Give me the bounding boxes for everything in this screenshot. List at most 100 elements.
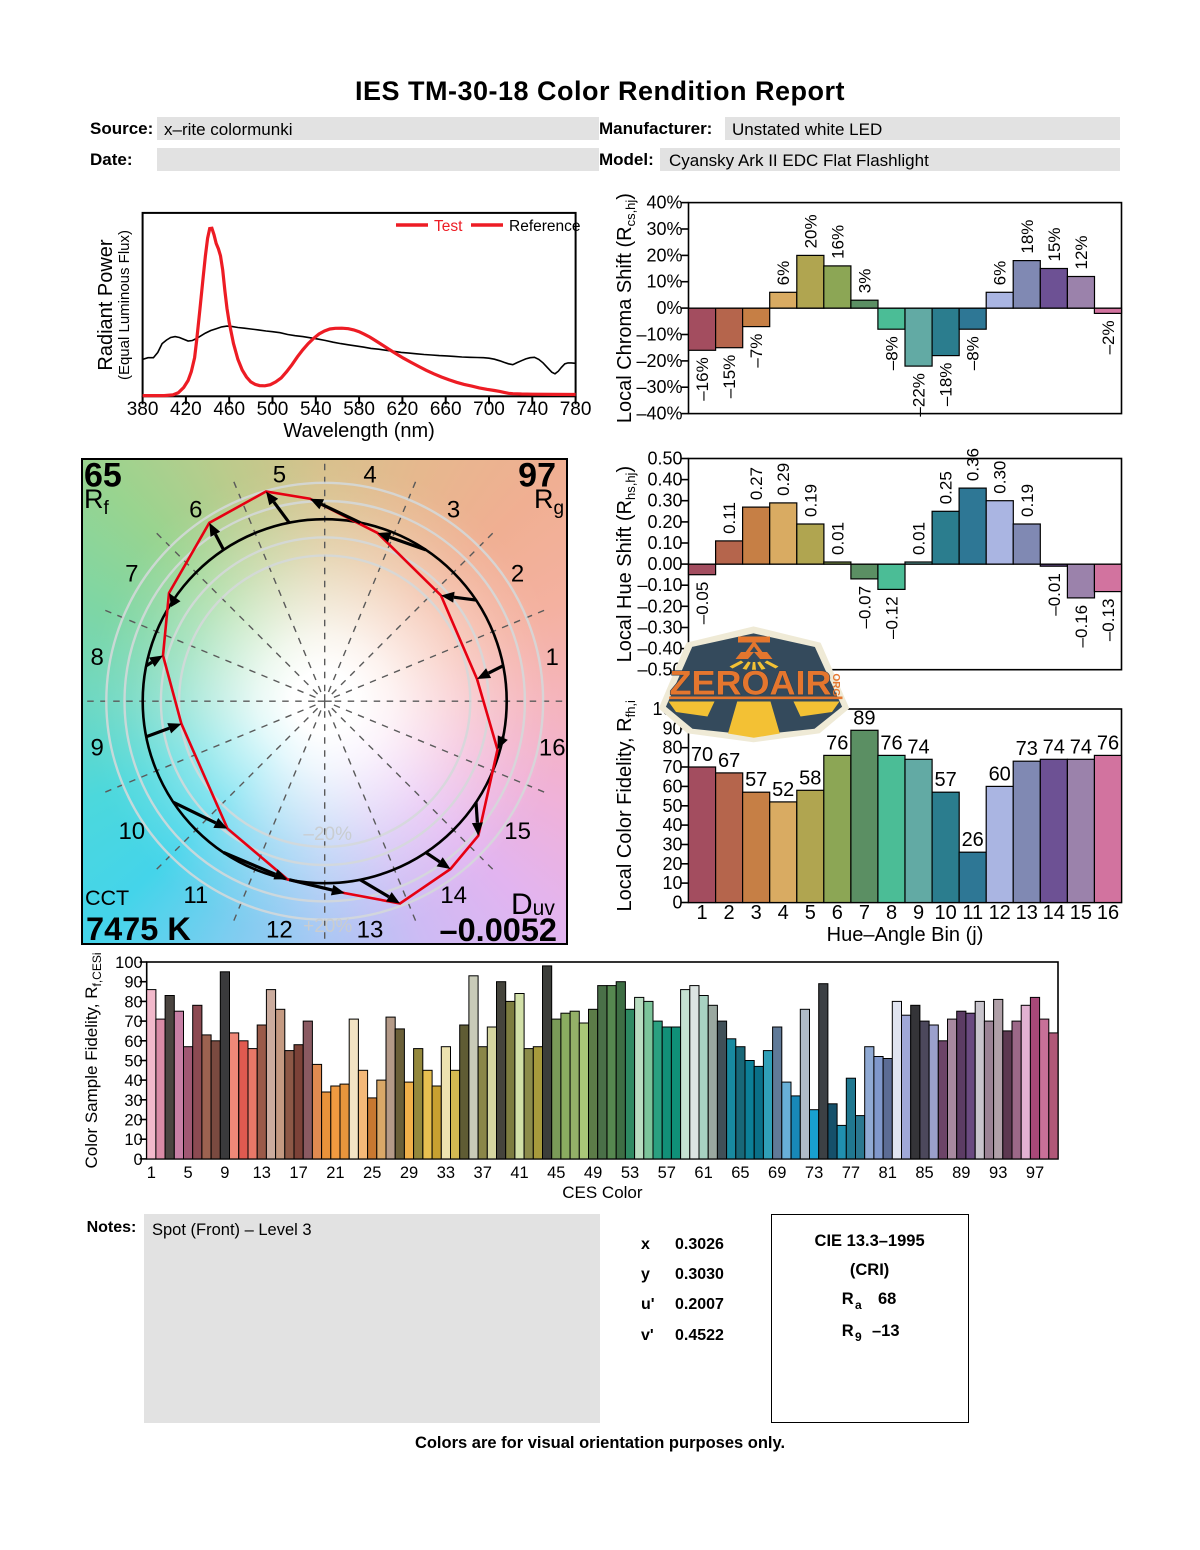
svg-text:12: 12 xyxy=(266,917,293,944)
svg-text:0.20: 0.20 xyxy=(647,512,682,532)
svg-text:15: 15 xyxy=(1070,902,1092,924)
svg-text:13: 13 xyxy=(357,917,384,944)
svg-text:100: 100 xyxy=(115,954,143,972)
svg-text:–40%: –40% xyxy=(636,404,682,424)
svg-text:–0.05: –0.05 xyxy=(693,582,712,625)
svg-text:89: 89 xyxy=(952,1164,970,1182)
svg-text:30: 30 xyxy=(124,1092,142,1110)
svg-text:780: 780 xyxy=(560,399,592,420)
svg-text:37: 37 xyxy=(474,1164,492,1182)
svg-text:620: 620 xyxy=(387,399,419,420)
svg-text:(Equal Luminous Flux): (Equal Luminous Flux) xyxy=(116,230,133,380)
svg-text:Duv: Duv xyxy=(511,888,555,921)
svg-text:660: 660 xyxy=(430,399,462,420)
svg-text:–0.07: –0.07 xyxy=(855,586,874,629)
svg-text:–16%: –16% xyxy=(693,357,712,400)
svg-text:–10%: –10% xyxy=(636,325,682,345)
svg-text:Rg: Rg xyxy=(534,484,564,519)
svg-text:60: 60 xyxy=(662,776,682,796)
svg-text:0.25: 0.25 xyxy=(937,471,956,504)
svg-text:Radiant Power: Radiant Power xyxy=(95,239,117,371)
svg-text:2: 2 xyxy=(511,560,524,587)
svg-text:90: 90 xyxy=(124,974,142,992)
svg-text:10: 10 xyxy=(934,902,956,924)
svg-text:4: 4 xyxy=(363,462,376,489)
svg-text:–0.20: –0.20 xyxy=(637,596,682,616)
svg-text:10%: 10% xyxy=(646,272,682,292)
svg-text:0.01: 0.01 xyxy=(910,522,929,555)
svg-text:–0.12: –0.12 xyxy=(883,596,902,639)
svg-text:60: 60 xyxy=(989,763,1011,785)
svg-text:40: 40 xyxy=(662,815,682,835)
svg-text:–18%: –18% xyxy=(937,363,956,406)
svg-text:21: 21 xyxy=(326,1164,344,1182)
svg-text:0.11: 0.11 xyxy=(720,502,739,534)
svg-text:740: 740 xyxy=(516,399,548,420)
svg-text:8: 8 xyxy=(91,644,104,671)
svg-text:77: 77 xyxy=(842,1164,860,1182)
svg-text:53: 53 xyxy=(621,1164,639,1182)
svg-text:7475 K: 7475 K xyxy=(86,911,191,947)
svg-text:20: 20 xyxy=(662,854,682,874)
svg-text:97: 97 xyxy=(518,457,556,495)
svg-text:81: 81 xyxy=(879,1164,897,1182)
svg-text:5: 5 xyxy=(805,902,816,924)
svg-text:12: 12 xyxy=(989,902,1011,924)
svg-text:5: 5 xyxy=(273,462,286,489)
svg-text:–0.40: –0.40 xyxy=(637,639,682,659)
svg-text:Reference: Reference xyxy=(509,218,581,235)
svg-text:61: 61 xyxy=(694,1164,712,1182)
svg-text:58: 58 xyxy=(799,767,821,789)
svg-text:69: 69 xyxy=(768,1164,786,1182)
svg-text:11: 11 xyxy=(962,902,983,924)
svg-text:0: 0 xyxy=(672,893,682,913)
svg-text:73: 73 xyxy=(805,1164,823,1182)
svg-text:65: 65 xyxy=(731,1164,749,1182)
svg-text:0.10: 0.10 xyxy=(647,533,682,553)
svg-text:60: 60 xyxy=(124,1033,142,1051)
svg-text:18%: 18% xyxy=(1018,220,1037,254)
svg-text:25: 25 xyxy=(363,1164,381,1182)
svg-text:Local Hue Shift (Rhs,hj): Local Hue Shift (Rhs,hj) xyxy=(614,466,638,662)
svg-text:6%: 6% xyxy=(991,261,1010,286)
svg-text:10: 10 xyxy=(662,873,682,893)
svg-text:6%: 6% xyxy=(774,261,793,286)
svg-text:9: 9 xyxy=(913,902,924,924)
svg-text:ORG: ORG xyxy=(830,674,841,697)
svg-text:85: 85 xyxy=(915,1164,933,1182)
svg-text:57: 57 xyxy=(745,769,767,791)
svg-text:6: 6 xyxy=(832,902,843,924)
svg-text:26: 26 xyxy=(962,829,984,851)
svg-text:74: 74 xyxy=(907,736,929,758)
svg-text:–0.10: –0.10 xyxy=(637,575,682,595)
svg-text:–0.50: –0.50 xyxy=(637,660,682,680)
svg-text:–0.0052: –0.0052 xyxy=(440,912,557,948)
svg-text:580: 580 xyxy=(343,399,375,420)
svg-text:CCT: CCT xyxy=(85,886,129,910)
svg-text:57: 57 xyxy=(658,1164,676,1182)
svg-text:7: 7 xyxy=(859,902,870,924)
svg-text:45: 45 xyxy=(547,1164,565,1182)
svg-text:–8%: –8% xyxy=(883,336,902,370)
svg-text:20%: 20% xyxy=(801,214,820,248)
svg-text:76: 76 xyxy=(880,732,902,754)
svg-text:76: 76 xyxy=(1097,732,1119,754)
svg-text:–2%: –2% xyxy=(1099,320,1118,354)
svg-text:40%: 40% xyxy=(646,193,682,213)
svg-text:80: 80 xyxy=(124,993,142,1011)
svg-text:73: 73 xyxy=(1016,738,1038,760)
svg-text:30%: 30% xyxy=(646,219,682,239)
svg-text:0.36: 0.36 xyxy=(964,448,983,481)
svg-text:–20%: –20% xyxy=(303,824,352,845)
svg-text:540: 540 xyxy=(300,399,332,420)
svg-text:29: 29 xyxy=(400,1164,418,1182)
svg-text:500: 500 xyxy=(257,399,289,420)
svg-text:0.27: 0.27 xyxy=(747,467,766,500)
svg-text:57: 57 xyxy=(934,769,956,791)
svg-text:74: 74 xyxy=(1043,736,1065,758)
svg-text:33: 33 xyxy=(437,1164,455,1182)
svg-text:0.30: 0.30 xyxy=(991,461,1010,494)
svg-text:89: 89 xyxy=(853,707,875,729)
svg-text:11: 11 xyxy=(183,882,208,909)
svg-text:420: 420 xyxy=(170,399,202,420)
